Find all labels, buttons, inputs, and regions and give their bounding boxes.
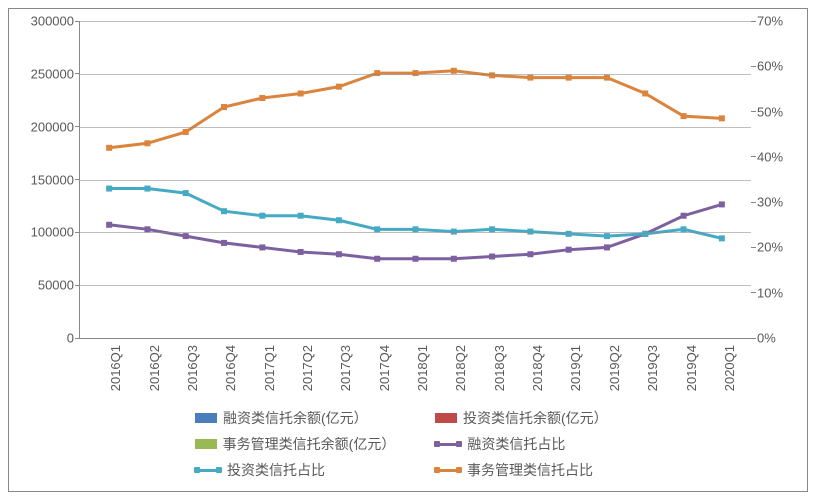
plot-area: 0500001000001500002000002500003000000%10…	[79, 21, 751, 339]
x-tick-label: 2019Q3	[645, 345, 660, 391]
x-tick-label: 2016Q3	[185, 345, 200, 391]
x-tick-label: 2017Q4	[377, 345, 392, 391]
x-tick-label: 2018Q4	[530, 345, 545, 391]
legend-item: 投资类信托占比	[195, 460, 395, 480]
legend-label: 融资类信托占比	[467, 434, 565, 454]
x-tick-label: 2016Q4	[223, 345, 238, 391]
legend-label: 事务管理类信托余额(亿元）	[223, 434, 396, 454]
x-tick-label: 2020Q1	[722, 345, 737, 391]
legend-item: 事务管理类信托余额(亿元）	[195, 434, 396, 454]
y-left-tick: 200000	[31, 120, 80, 133]
x-tick-label: 2018Q1	[415, 345, 430, 391]
y-left-tick: 150000	[31, 173, 80, 186]
legend-swatch-bar	[435, 413, 457, 423]
x-tick-label: 2016Q1	[108, 345, 123, 391]
legend-swatch-line	[195, 469, 221, 472]
legend-swatch-line	[435, 469, 461, 472]
legend-swatch-bar	[195, 439, 217, 449]
x-tick-label: 2017Q1	[262, 345, 277, 391]
y-left-tick: 100000	[31, 226, 80, 239]
legend-label: 事务管理类信托占比	[467, 460, 593, 480]
y-left-tick: 250000	[31, 67, 80, 80]
x-tick-label: 2018Q2	[453, 345, 468, 391]
x-tick-label: 2017Q3	[338, 345, 353, 391]
x-tick-label: 2016Q2	[147, 345, 162, 391]
legend-label: 投资类信托余额(亿元）	[463, 408, 608, 428]
legend: 融资类信托余额(亿元） 投资类信托余额(亿元） 事务管理类信托余额(亿元） 融资类信托…	[79, 403, 751, 485]
legend-label: 融资类信托余额(亿元）	[223, 408, 368, 428]
x-tick-label: 2019Q2	[607, 345, 622, 391]
legend-swatch-line	[435, 443, 461, 446]
x-tick-label: 2019Q1	[568, 345, 583, 391]
x-tick-label: 2018Q3	[492, 345, 507, 391]
legend-label: 投资类信托占比	[227, 460, 325, 480]
legend-item: 融资类信托余额(亿元）	[195, 408, 395, 428]
legend-item: 投资类信托余额(亿元）	[435, 408, 635, 428]
legend-swatch-bar	[195, 413, 217, 423]
x-tick-label: 2017Q2	[300, 345, 315, 391]
legend-item: 事务管理类信托占比	[435, 460, 635, 480]
y-left-tick: 50000	[38, 279, 80, 292]
trust-balance-chart: 0500001000001500002000002500003000000%10…	[8, 8, 808, 492]
legend-item: 融资类信托占比	[435, 434, 635, 454]
x-tick-label: 2019Q4	[684, 345, 699, 391]
y-left-tick: 300000	[31, 15, 80, 28]
